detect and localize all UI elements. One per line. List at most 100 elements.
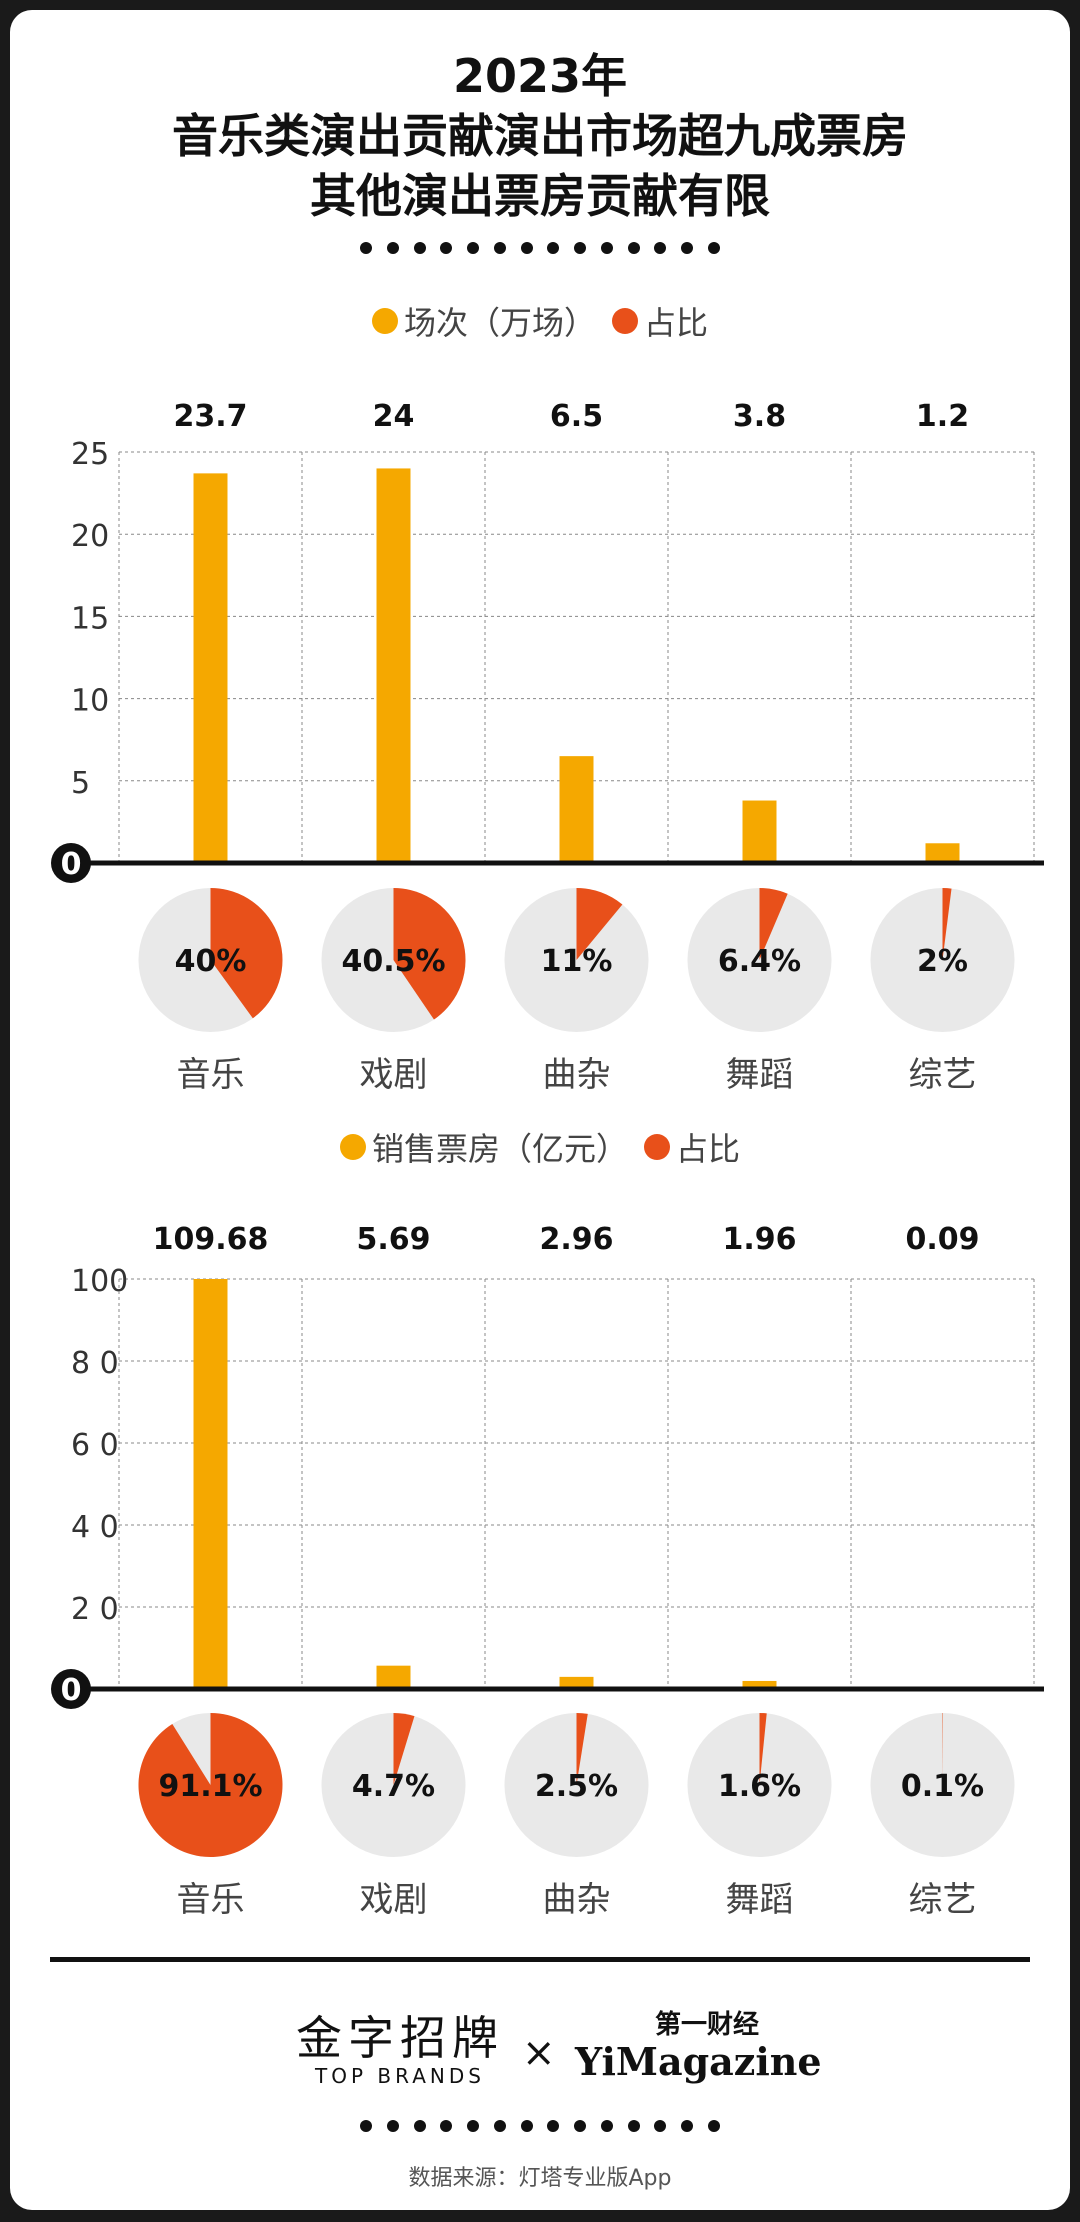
- bar-value-label: 23.7: [173, 399, 247, 434]
- y-tick-label: 100: [71, 1264, 128, 1299]
- divider-dot: [360, 2120, 372, 2132]
- divider-dot: [440, 242, 453, 254]
- category-label: 音乐: [177, 1055, 245, 1095]
- divider-dot: [600, 2120, 613, 2132]
- bar-value-label: 1.96: [722, 1222, 796, 1257]
- divider-dot: [386, 2120, 399, 2132]
- footer-rule: [50, 1957, 1030, 1962]
- pie-percent-label: 40%: [175, 944, 247, 979]
- legend-swatch-share: [644, 1134, 670, 1160]
- category-label: 音乐: [177, 1880, 245, 1920]
- bar-曲杂: [559, 756, 594, 863]
- brand-top-brands-en: TOP BRANDS: [315, 2064, 485, 2088]
- pie-percent-label: 1.6%: [718, 1769, 801, 1804]
- y-tick-label: 10: [71, 684, 109, 719]
- divider-dot: [493, 2120, 506, 2132]
- data-source: 数据来源：灯塔专业版App: [408, 2166, 672, 2191]
- brand-yimagazine-cn: 第一财经: [655, 2010, 760, 2040]
- category-label: 曲杂: [543, 1880, 611, 1920]
- divider-dot: [654, 2120, 667, 2132]
- bar-value-label: 24: [373, 399, 415, 434]
- bar-戏剧: [376, 468, 411, 863]
- legend-swatch-bar: [339, 1134, 366, 1160]
- bar-舞蹈: [742, 1680, 777, 1689]
- category-label: 戏剧: [360, 1880, 428, 1920]
- category-label: 舞蹈: [726, 1880, 794, 1920]
- divider-dot: [681, 242, 694, 254]
- infographic-card: 2023年 音乐类演出贡献演出市场超九成票房 其他演出票房贡献有限 场次（万场）…: [10, 10, 1070, 2210]
- divider-dot: [440, 2120, 453, 2132]
- y-tick-label-zero: 0: [61, 1673, 82, 1708]
- category-label: 综艺: [909, 1880, 977, 1920]
- brand-yimagazine: 第一财经 YiMagazine: [575, 2010, 835, 2084]
- pie-share-slice: [210, 888, 283, 1019]
- zero-marker: [51, 1669, 91, 1709]
- divider-dot: [467, 2120, 480, 2132]
- category-label: 综艺: [909, 1055, 977, 1095]
- pie-percent-label: 0.1%: [901, 1769, 984, 1804]
- y-tick-label: 6 0: [71, 1428, 119, 1463]
- boxoffice-bar-chart: 2 0 4 0 6 0 8 0 100 109.68 5.69 2.96 1.96 0.09 0 91…: [51, 1222, 1044, 1920]
- bar-戏剧: [376, 1665, 411, 1689]
- pie-percent-label: 91.1%: [158, 1769, 262, 1804]
- category-label: 舞蹈: [726, 1055, 794, 1095]
- pie-percent-label: 40.5%: [341, 944, 445, 979]
- sessions-bar-chart: 5 10 15 20 25 23.7 24 6.5 3.8 1.2 0 40% 音乐 40.5% 戏剧 11%…: [51, 399, 1044, 1095]
- bar-value-label: 1.2: [916, 399, 969, 434]
- legend-swatch-bar: [371, 308, 398, 334]
- pie-percent-label: 6.4%: [718, 944, 801, 979]
- title-year: 2023年: [452, 49, 628, 103]
- divider-dots-top: [360, 242, 720, 256]
- bar-value-label: 5.69: [356, 1222, 430, 1257]
- divider-dot: [467, 242, 480, 254]
- brand-logos: 金字招牌 TOP BRANDS × 第一财经 YiMagazine: [10, 2010, 1070, 2100]
- bar-舞蹈: [742, 800, 777, 863]
- divider-dot: [413, 242, 426, 254]
- pie-share-slice: [393, 1713, 415, 1785]
- divider-dot: [681, 2120, 694, 2132]
- zero-marker: [51, 843, 91, 883]
- legend-label-share: 占比: [644, 304, 709, 342]
- brand-top-brands: 金字招牌 TOP BRANDS: [285, 2012, 515, 2088]
- divider-dot: [360, 242, 372, 254]
- bar-value-label: 6.5: [550, 399, 603, 434]
- legend-item-sessions: 场次（万场）: [371, 298, 596, 344]
- y-tick-label: 25: [71, 437, 109, 472]
- pie-share-slice: [759, 1713, 767, 1785]
- divider-dot: [627, 2120, 640, 2132]
- bar-value-label: 109.68: [153, 1222, 269, 1257]
- legend-item-boxoffice: 销售票房（亿元）: [339, 1124, 628, 1170]
- legend-swatch-share: [612, 308, 638, 334]
- divider-dot: [707, 2120, 720, 2132]
- bar-value-label: 3.8: [733, 399, 786, 434]
- legend-item-share: 占比: [612, 298, 708, 344]
- bar-音乐: [193, 1279, 228, 1689]
- pie-percent-label: 2%: [917, 944, 968, 979]
- y-tick-label-zero: 0: [61, 847, 82, 882]
- pie-percent-label: 11%: [541, 944, 613, 979]
- divider-dots-bottom: [360, 2120, 720, 2134]
- divider-dot: [574, 242, 587, 254]
- pie-share-slice: [942, 888, 952, 960]
- y-tick-label: 15: [71, 601, 109, 636]
- divider-dot: [600, 242, 613, 254]
- pie-share-slice: [759, 888, 788, 960]
- category-label: 戏剧: [360, 1055, 428, 1095]
- legend-item-share: 占比: [644, 1124, 740, 1170]
- legend-sessions: 场次（万场） 占比: [10, 298, 1070, 344]
- divider-dot: [520, 2120, 533, 2132]
- divider-dot: [547, 242, 560, 254]
- y-tick-label: 20: [71, 519, 109, 554]
- legend-label-share: 占比: [676, 1130, 741, 1168]
- divider-dot: [520, 242, 533, 254]
- divider-dot: [627, 242, 640, 254]
- legend-boxoffice: 销售票房（亿元） 占比: [10, 1124, 1070, 1170]
- divider-dot: [707, 242, 720, 254]
- bar-value-label: 2.96: [539, 1222, 613, 1257]
- y-tick-label: 8 0: [71, 1346, 119, 1381]
- legend-label-sessions: 场次（万场）: [403, 304, 596, 342]
- bar-音乐: [193, 473, 228, 863]
- legend-label-boxoffice: 销售票房（亿元）: [371, 1130, 628, 1168]
- title-line-3: 其他演出票房贡献有限: [310, 169, 770, 223]
- pie-share-slice: [576, 1713, 588, 1785]
